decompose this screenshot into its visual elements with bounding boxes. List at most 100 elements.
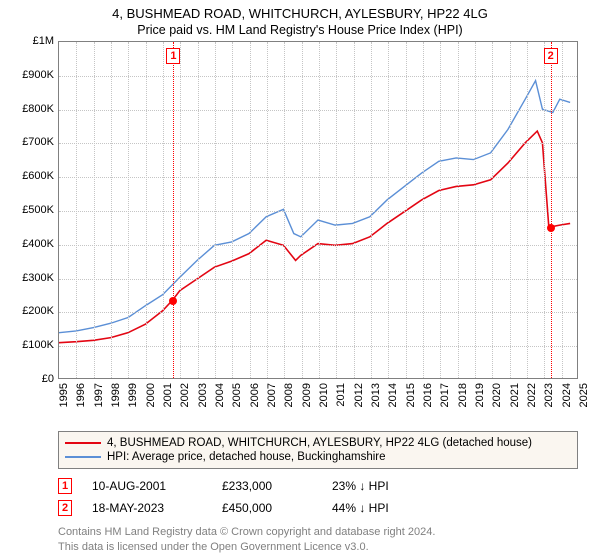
sales-row-date: 18-MAY-2023 — [92, 501, 222, 515]
grid-line-v — [128, 42, 129, 378]
legend-label: 4, BUSHMEAD ROAD, WHITCHURCH, AYLESBURY,… — [107, 437, 532, 449]
x-tick-label: 2022 — [526, 383, 538, 407]
footer-line-2: This data is licensed under the Open Gov… — [58, 540, 578, 555]
grid-line-v — [510, 42, 511, 378]
x-tick-label: 2004 — [214, 383, 226, 407]
legend-swatch — [65, 442, 101, 444]
grid-line-v — [198, 42, 199, 378]
grid-line-h — [59, 312, 577, 313]
grid-line-v — [215, 42, 216, 378]
x-tick-label: 1996 — [75, 383, 87, 407]
sale-marker-dot — [547, 224, 555, 232]
legend-label: HPI: Average price, detached house, Buck… — [107, 451, 386, 463]
grid-line-v — [111, 42, 112, 378]
grid-line-v — [94, 42, 95, 378]
grid-line-v — [284, 42, 285, 378]
grid-line-v — [406, 42, 407, 378]
x-tick-label: 2015 — [405, 383, 417, 407]
legend-item: HPI: Average price, detached house, Buck… — [65, 450, 571, 464]
grid-line-h — [59, 76, 577, 77]
x-tick-label: 2021 — [509, 383, 521, 407]
x-tick-label: 2001 — [162, 383, 174, 407]
x-tick-label: 2013 — [370, 383, 382, 407]
sales-row-badge: 1 — [58, 478, 72, 494]
sale-marker-badge: 1 — [166, 48, 180, 64]
grid-line-v — [232, 42, 233, 378]
chart-subtitle: Price paid vs. HM Land Registry's House … — [10, 23, 590, 37]
x-tick-label: 2010 — [318, 383, 330, 407]
x-axis: 1995199619971998199920002001200220032004… — [58, 379, 578, 403]
sales-row-price: £233,000 — [222, 479, 332, 493]
x-tick-label: 2014 — [387, 383, 399, 407]
x-tick-label: 1997 — [93, 383, 105, 407]
grid-line-v — [267, 42, 268, 378]
grid-line-v — [440, 42, 441, 378]
sale-marker-line — [551, 42, 552, 378]
grid-line-h — [59, 177, 577, 178]
grid-line-h — [59, 110, 577, 111]
x-tick-label: 2007 — [266, 383, 278, 407]
grid-line-v — [302, 42, 303, 378]
x-tick-label: 1995 — [58, 383, 70, 407]
y-tick-label: £0 — [42, 373, 54, 385]
x-tick-label: 2024 — [561, 383, 573, 407]
grid-line-v — [388, 42, 389, 378]
sales-table: 1 10-AUG-2001£233,00023% ↓ HPI 2 18-MAY-202… — [58, 475, 578, 519]
footer-attribution: Contains HM Land Registry data © Crown c… — [58, 525, 578, 555]
footer-line-1: Contains HM Land Registry data © Crown c… — [58, 525, 578, 540]
sale-marker-line — [173, 42, 174, 378]
y-axis: £0£100K£200K£300K£400K£500K£600K£700K£80… — [10, 41, 58, 379]
y-tick-label: £100K — [22, 339, 54, 351]
y-tick-label: £500K — [22, 204, 54, 216]
x-tick-label: 2020 — [491, 383, 503, 407]
y-tick-label: £200K — [22, 305, 54, 317]
legend-box: 4, BUSHMEAD ROAD, WHITCHURCH, AYLESBURY,… — [58, 431, 578, 469]
series-price_paid — [59, 131, 570, 343]
sale-marker-badge: 2 — [544, 48, 558, 64]
sales-row-date: 10-AUG-2001 — [92, 479, 222, 493]
chart-title: 4, BUSHMEAD ROAD, WHITCHURCH, AYLESBURY,… — [10, 6, 590, 21]
x-tick-label: 2025 — [578, 383, 590, 407]
grid-line-v — [250, 42, 251, 378]
chart-area: £0£100K£200K£300K£400K£500K£600K£700K£80… — [10, 41, 590, 403]
x-tick-label: 2002 — [179, 383, 191, 407]
legend-item: 4, BUSHMEAD ROAD, WHITCHURCH, AYLESBURY,… — [65, 436, 571, 450]
y-tick-label: £1M — [33, 35, 54, 47]
grid-line-v — [527, 42, 528, 378]
sales-row: 218-MAY-2023£450,00044% ↓ HPI — [58, 497, 578, 519]
grid-line-h — [59, 346, 577, 347]
y-tick-label: £400K — [22, 238, 54, 250]
grid-line-v — [544, 42, 545, 378]
x-tick-label: 2003 — [197, 383, 209, 407]
sales-row-badge: 2 — [58, 500, 72, 516]
y-tick-label: £800K — [22, 103, 54, 115]
x-tick-label: 2019 — [474, 383, 486, 407]
sales-row-price: £450,000 — [222, 501, 332, 515]
line-series-svg — [59, 42, 577, 378]
grid-line-v — [371, 42, 372, 378]
grid-line-v — [562, 42, 563, 378]
y-tick-label: £900K — [22, 69, 54, 81]
series-hpi — [59, 81, 570, 333]
grid-line-v — [163, 42, 164, 378]
y-tick-label: £300K — [22, 272, 54, 284]
x-tick-label: 1999 — [127, 383, 139, 407]
x-tick-label: 2016 — [422, 383, 434, 407]
x-tick-label: 2008 — [283, 383, 295, 407]
x-tick-label: 2009 — [301, 383, 313, 407]
x-tick-label: 2006 — [249, 383, 261, 407]
grid-line-v — [180, 42, 181, 378]
grid-line-v — [354, 42, 355, 378]
y-tick-label: £600K — [22, 170, 54, 182]
grid-line-h — [59, 245, 577, 246]
x-tick-label: 2012 — [353, 383, 365, 407]
grid-line-h — [59, 279, 577, 280]
grid-line-v — [423, 42, 424, 378]
grid-line-v — [336, 42, 337, 378]
sales-row-pct: 23% ↓ HPI — [332, 479, 452, 493]
legend-swatch — [65, 456, 101, 458]
x-tick-label: 2023 — [543, 383, 555, 407]
grid-line-v — [319, 42, 320, 378]
plot-area: 12 — [58, 41, 578, 379]
x-tick-label: 2017 — [439, 383, 451, 407]
